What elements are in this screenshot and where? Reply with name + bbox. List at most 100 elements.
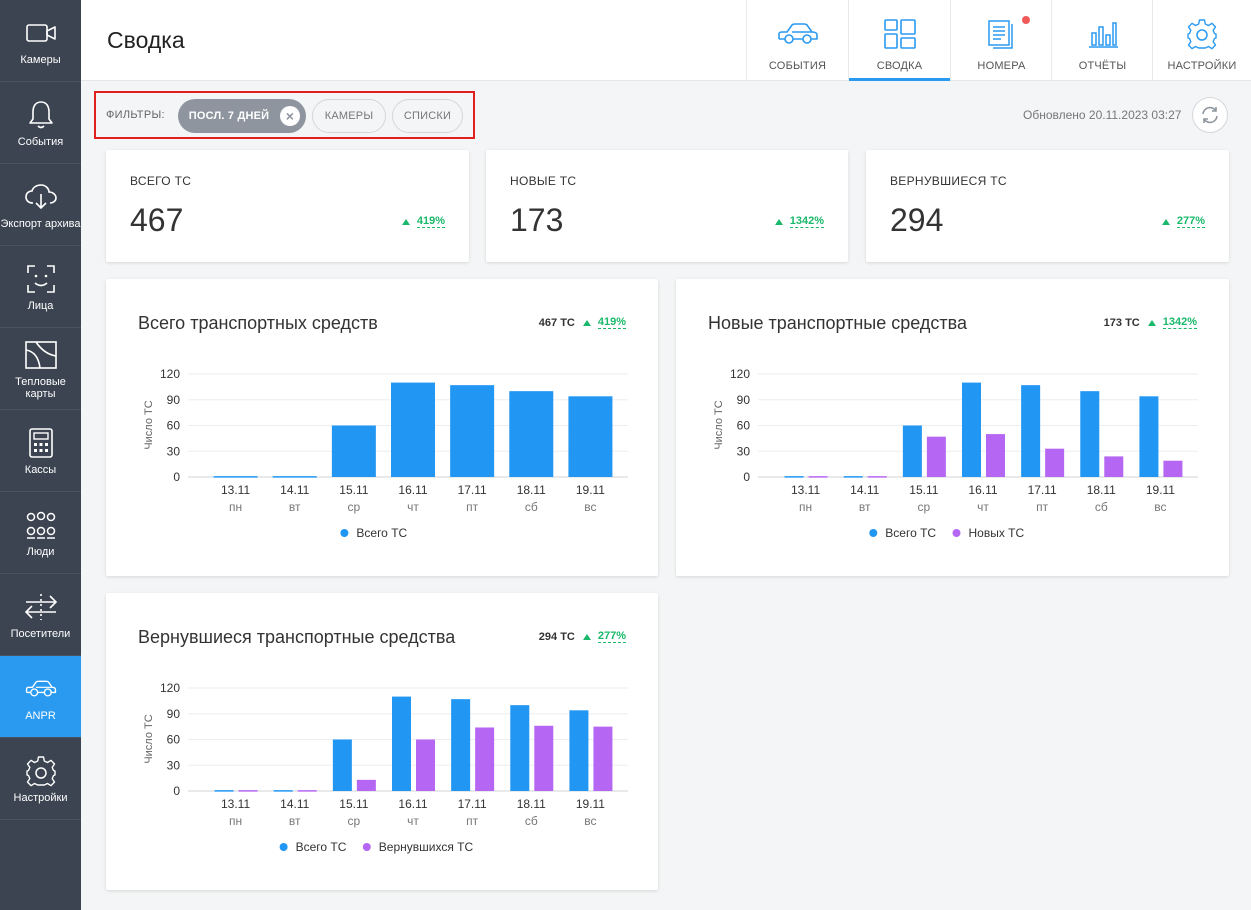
chart-delta: 1342% bbox=[1147, 316, 1197, 329]
stat-delta: 1342% bbox=[774, 215, 824, 228]
x-tick-label: 14.11 bbox=[280, 797, 309, 811]
sidebar-item-label: Посетители bbox=[10, 627, 71, 640]
filter-chip-lists[interactable]: СПИСКИ bbox=[392, 99, 463, 133]
sidebar-item-label: Камеры bbox=[20, 53, 61, 66]
car-icon bbox=[776, 18, 820, 50]
chart-delta: 419% bbox=[582, 316, 626, 329]
x-tick-label: 19.11 bbox=[576, 483, 605, 497]
visitors-arrows-icon bbox=[24, 590, 58, 624]
legend-label: Всего ТС bbox=[296, 840, 347, 854]
y-tick-label: 0 bbox=[743, 470, 750, 484]
bar-primary bbox=[962, 382, 981, 477]
face-scan-icon bbox=[24, 262, 58, 296]
stat-label: ВЕРНУВШИЕСЯ ТС bbox=[890, 174, 1007, 188]
tab-label: НАСТРОЙКИ bbox=[1167, 60, 1237, 72]
x-tick-label: 13.11 bbox=[791, 483, 820, 497]
legend-label: Вернувшихся ТС bbox=[379, 840, 474, 854]
sidebar-item-settings[interactable]: Настройки bbox=[0, 738, 81, 820]
trend-up-icon bbox=[1147, 319, 1156, 326]
delta-value: 1342% bbox=[1162, 316, 1197, 329]
chart-total-count: 467 ТС bbox=[538, 316, 575, 329]
y-tick-label: 30 bbox=[167, 758, 181, 772]
sidebar-item-label: Люди bbox=[26, 545, 55, 558]
bar-secondary bbox=[475, 727, 495, 791]
x-tick-label: 14.11 bbox=[280, 483, 309, 497]
x-tick-sublabel: сб bbox=[1095, 500, 1108, 514]
top-header: Сводка СОБЫТИЯ СВОДКА НОМЕРА ОТЧЁТЫ НАСТ… bbox=[81, 0, 1251, 81]
x-tick-sublabel: сб bbox=[525, 814, 538, 828]
bar-secondary bbox=[297, 790, 317, 792]
chart-card-returning: Вернувшиеся транспортные средства 294 ТС… bbox=[106, 593, 658, 890]
legend-marker bbox=[869, 529, 878, 537]
legend-marker bbox=[952, 529, 961, 537]
chart-total: 294 ТС 277% bbox=[539, 630, 626, 643]
heatmap-icon bbox=[24, 338, 58, 372]
x-tick-label: 18.11 bbox=[517, 797, 546, 811]
x-tick-label: 13.11 bbox=[221, 797, 250, 811]
tab-events[interactable]: СОБЫТИЯ bbox=[746, 0, 848, 81]
y-tick-label: 30 bbox=[737, 444, 751, 458]
bar-primary bbox=[272, 476, 317, 478]
trend-up-icon bbox=[1161, 218, 1170, 225]
bar-primary bbox=[392, 696, 411, 791]
sidebar-item-people[interactable]: Люди bbox=[0, 492, 81, 574]
sidebar-item-export[interactable]: Экспорт архива bbox=[0, 164, 81, 246]
y-tick-label: 60 bbox=[737, 419, 751, 433]
sidebar-item-cash[interactable]: Кассы bbox=[0, 410, 81, 492]
y-tick-label: 120 bbox=[730, 367, 750, 381]
stat-card-returning: ВЕРНУВШИЕСЯ ТС 294 277% bbox=[866, 150, 1229, 262]
tab-numbers[interactable]: НОМЕРА bbox=[950, 0, 1052, 81]
documents-icon bbox=[986, 18, 1018, 50]
tab-reports[interactable]: ОТЧЁТЫ bbox=[1051, 0, 1153, 81]
tab-summary[interactable]: СВОДКА bbox=[848, 0, 950, 81]
x-tick-sublabel: вс bbox=[584, 500, 596, 514]
filter-chip-cameras[interactable]: КАМЕРЫ bbox=[312, 99, 386, 133]
bar-primary bbox=[213, 476, 258, 478]
tab-label: НОМЕРА bbox=[977, 60, 1026, 72]
refresh-button[interactable] bbox=[1192, 97, 1228, 133]
sidebar-item-visitors[interactable]: Посетители bbox=[0, 574, 81, 656]
y-axis-label: Число ТС bbox=[143, 714, 155, 763]
bar-primary bbox=[568, 396, 613, 477]
car-icon bbox=[24, 672, 58, 706]
people-icon bbox=[24, 508, 58, 542]
bar-primary bbox=[450, 385, 495, 477]
x-tick-label: 16.11 bbox=[398, 797, 427, 811]
chart-total: 173 ТС 1342% bbox=[1104, 316, 1197, 329]
x-tick-label: 16.11 bbox=[398, 483, 427, 497]
bar-primary bbox=[451, 699, 471, 791]
x-tick-sublabel: вт bbox=[859, 500, 871, 514]
x-tick-sublabel: вс bbox=[584, 814, 596, 828]
stat-value: 173 bbox=[510, 202, 564, 238]
x-tick-label: 15.11 bbox=[909, 483, 938, 497]
x-tick-label: 18.11 bbox=[1087, 483, 1116, 497]
legend-marker bbox=[340, 529, 349, 537]
bar-primary bbox=[1080, 391, 1100, 477]
chart-total-count: 294 ТС bbox=[538, 630, 575, 643]
filter-chip-last-7-days[interactable]: ПОСЛ. 7 ДНЕЙ × bbox=[178, 99, 306, 133]
chart-total: 467 ТС 419% bbox=[539, 316, 626, 329]
sidebar-item-events[interactable]: События bbox=[0, 82, 81, 164]
sidebar-item-label: Тепловые карты bbox=[15, 375, 66, 400]
sidebar-item-faces[interactable]: Лица bbox=[0, 246, 81, 328]
chip-label: СПИСКИ bbox=[403, 110, 452, 122]
x-tick-sublabel: чт bbox=[407, 814, 419, 828]
x-tick-sublabel: вт bbox=[289, 500, 301, 514]
bar-primary bbox=[214, 790, 234, 792]
y-tick-label: 120 bbox=[160, 367, 180, 381]
x-tick-sublabel: ср bbox=[918, 500, 931, 514]
x-tick-label: 19.11 bbox=[576, 797, 605, 811]
sidebar-item-anpr[interactable]: ANPR bbox=[0, 656, 81, 738]
notification-dot bbox=[1022, 16, 1030, 24]
close-icon[interactable]: × bbox=[280, 106, 300, 126]
tab-settings[interactable]: НАСТРОЙКИ bbox=[1152, 0, 1251, 81]
stat-card-new: НОВЫЕ ТС 173 1342% bbox=[486, 150, 848, 262]
bar-primary bbox=[273, 790, 293, 792]
x-tick-label: 15.11 bbox=[339, 797, 368, 811]
filter-bar: ФИЛЬТРЫ: ПОСЛ. 7 ДНЕЙ × КАМЕРЫ СПИСКИ bbox=[94, 91, 475, 139]
bar-primary bbox=[510, 705, 530, 791]
sidebar-item-cameras[interactable]: Камеры bbox=[0, 0, 81, 82]
sidebar-item-heatmaps[interactable]: Тепловые карты bbox=[0, 328, 81, 410]
stat-label: НОВЫЕ ТС bbox=[510, 174, 577, 188]
x-tick-label: 16.11 bbox=[968, 483, 997, 497]
